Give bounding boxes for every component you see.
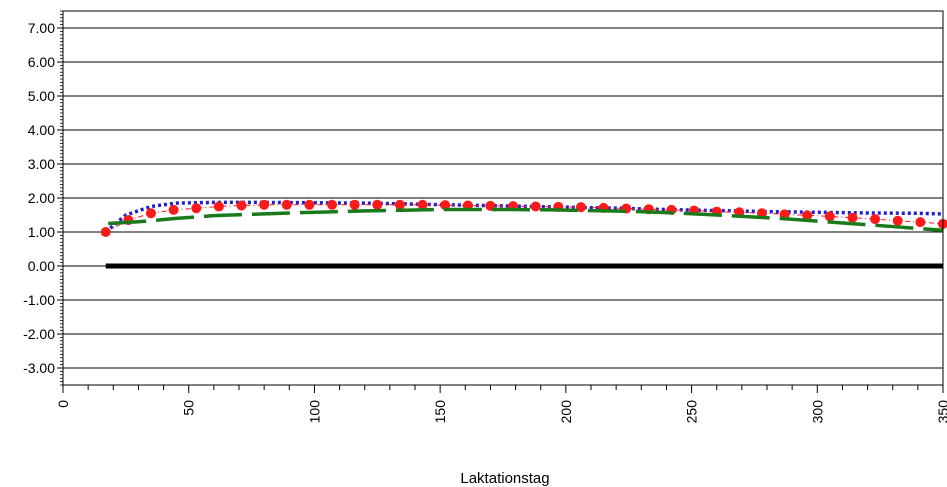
y-tick-label: -2.00	[23, 326, 55, 342]
data-point	[100, 227, 111, 237]
data-point	[394, 199, 405, 210]
x-tick-label: 300	[809, 400, 825, 424]
x-tick-label: 200	[558, 400, 574, 424]
data-point	[847, 212, 858, 223]
data-point	[349, 199, 360, 210]
y-tick-label: 6.00	[28, 54, 55, 70]
data-point	[146, 208, 156, 219]
data-point	[191, 203, 202, 214]
data-point	[824, 211, 835, 222]
series-layer	[100, 199, 947, 269]
x-tick-label: 150	[432, 400, 448, 424]
tick-labels: 7.00 6.00 5.00 4.00 3.00 2.00 1.00 0.00 -1.00 -2.…	[23, 20, 947, 423]
series-line-red	[105, 204, 944, 233]
x-tick-label: 100	[306, 400, 322, 424]
data-point	[281, 199, 292, 210]
y-tick-label: 5.00	[28, 88, 55, 104]
data-point	[213, 201, 224, 212]
axes	[57, 10, 944, 393]
y-tick-label: 2.00	[28, 190, 55, 206]
data-point	[236, 200, 247, 211]
data-point	[440, 200, 451, 211]
data-point	[168, 204, 179, 215]
x-tick-label: 350	[935, 400, 947, 424]
data-point	[575, 202, 586, 213]
data-point	[870, 214, 881, 225]
data-point	[417, 199, 428, 210]
data-point	[372, 199, 383, 210]
x-tick-label: 50	[181, 400, 197, 416]
y-tick-label: 3.00	[28, 156, 55, 172]
y-tick-label: 0.00	[28, 258, 55, 274]
y-tick-label: -1.00	[23, 292, 55, 308]
data-point	[892, 215, 903, 226]
y-tick-label: 4.00	[28, 122, 55, 138]
series-line-green	[108, 207, 944, 233]
data-point	[304, 199, 315, 210]
y-tick-label: -3.00	[23, 360, 55, 376]
data-point	[259, 199, 270, 210]
data-point	[802, 210, 813, 221]
data-point	[779, 209, 790, 220]
plot-frame	[62, 10, 944, 386]
data-point	[327, 199, 338, 210]
data-point	[530, 201, 541, 212]
y-tick-label: 7.00	[28, 20, 55, 36]
x-tick-label: 250	[684, 400, 700, 424]
x-tick-label: 0	[55, 400, 71, 408]
x-axis-title: Laktationstag	[460, 470, 549, 487]
y-tick-label: 1.00	[28, 224, 55, 240]
data-point	[915, 217, 926, 228]
